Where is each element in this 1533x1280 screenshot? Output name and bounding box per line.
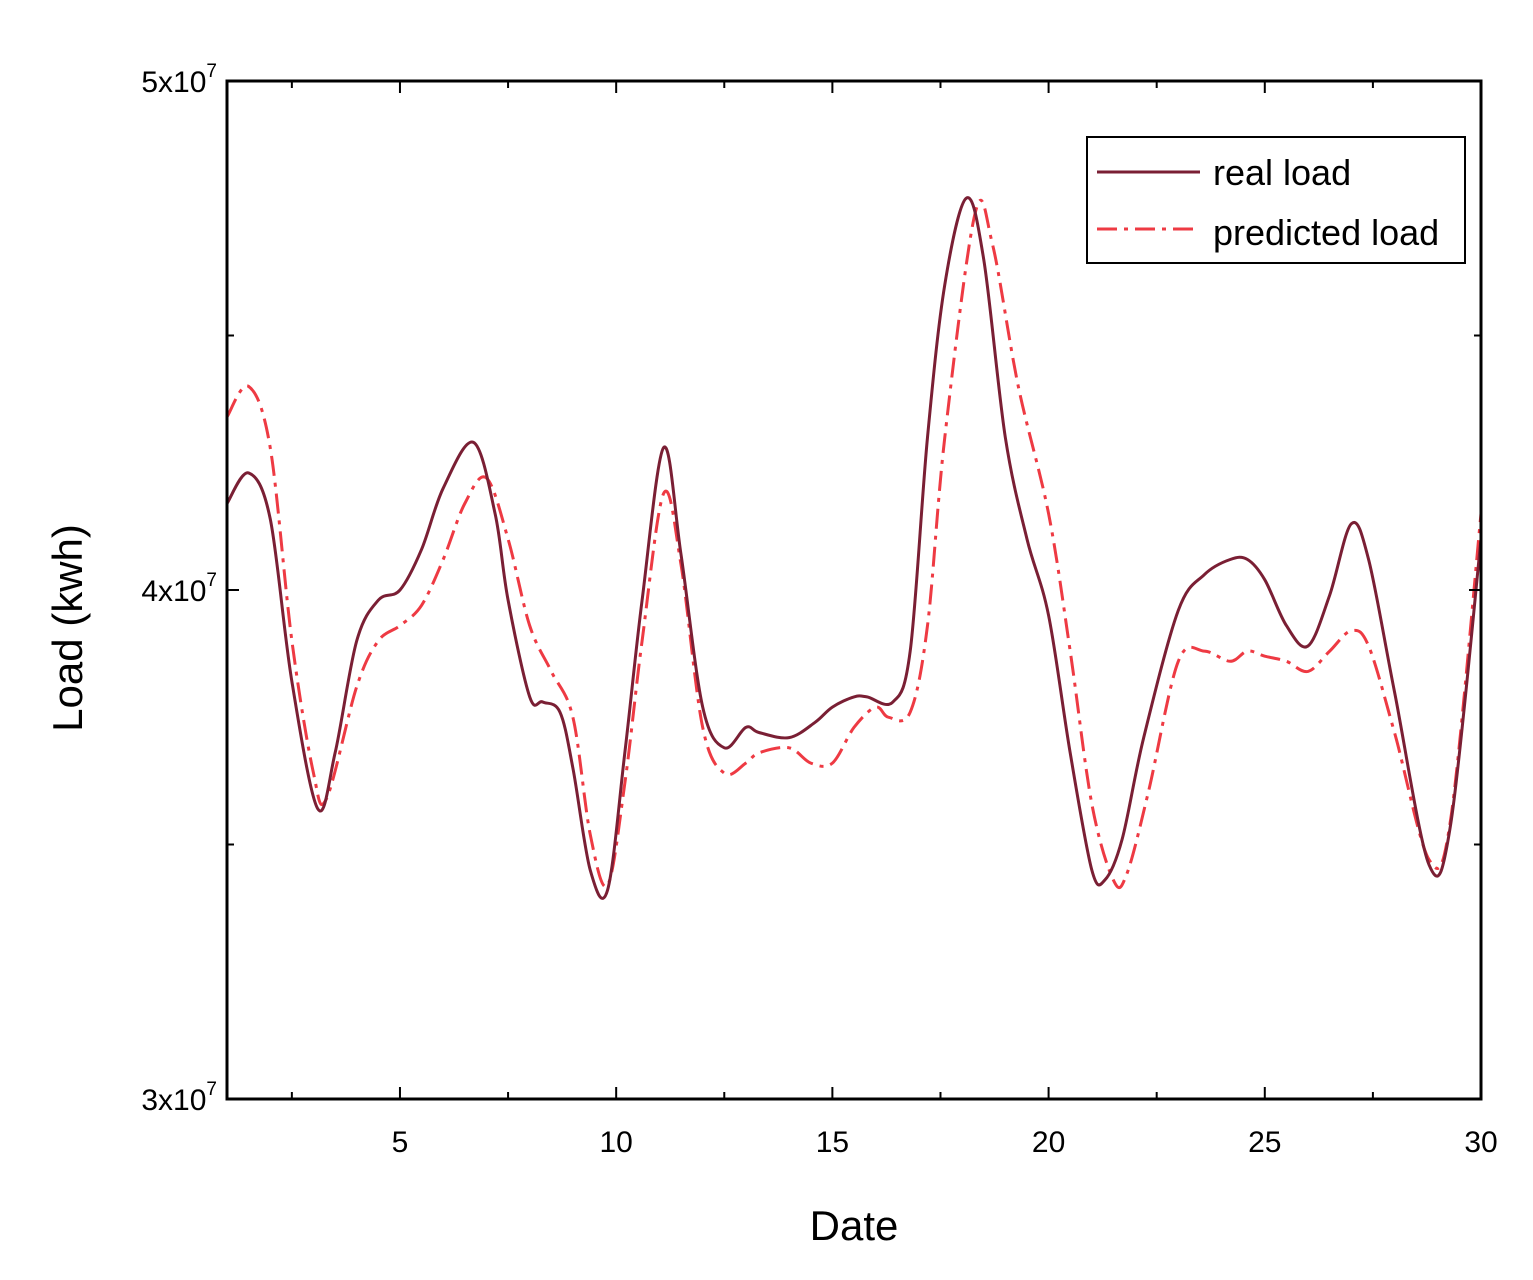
x-tick-label: 10 — [599, 1126, 632, 1159]
series-layer — [225, 196, 1483, 900]
y-axis-title: Load (kwh) — [44, 524, 91, 732]
legend-label-real-load: real load — [1213, 152, 1351, 193]
x-tick-label: 15 — [816, 1126, 849, 1159]
y-tick-label: 3x107 — [141, 1079, 217, 1117]
x-tick-labels: 5 10 15 20 25 30 — [392, 1126, 1498, 1159]
series-line-real-load — [225, 196, 1483, 900]
x-tick-label: 5 — [392, 1126, 409, 1159]
x-tick-label: 25 — [1248, 1126, 1281, 1159]
legend-box — [1086, 136, 1466, 264]
y-tick-label: 4x107 — [141, 570, 217, 608]
tick-layer — [227, 80, 1482, 1100]
legend-label-predicted-load: predicted load — [1213, 212, 1439, 253]
plot-area — [225, 79, 1483, 1101]
x-axis-title: Date — [810, 1202, 899, 1249]
y-tick-labels: 3x107 4x107 5x107 — [141, 61, 217, 1117]
series-line-predicted-load — [225, 198, 1483, 890]
x-tick-label: 30 — [1464, 1126, 1497, 1159]
y-tick-label: 5x107 — [141, 61, 217, 99]
legend: real load predicted load — [1086, 136, 1466, 264]
x-tick-label: 20 — [1032, 1126, 1065, 1159]
